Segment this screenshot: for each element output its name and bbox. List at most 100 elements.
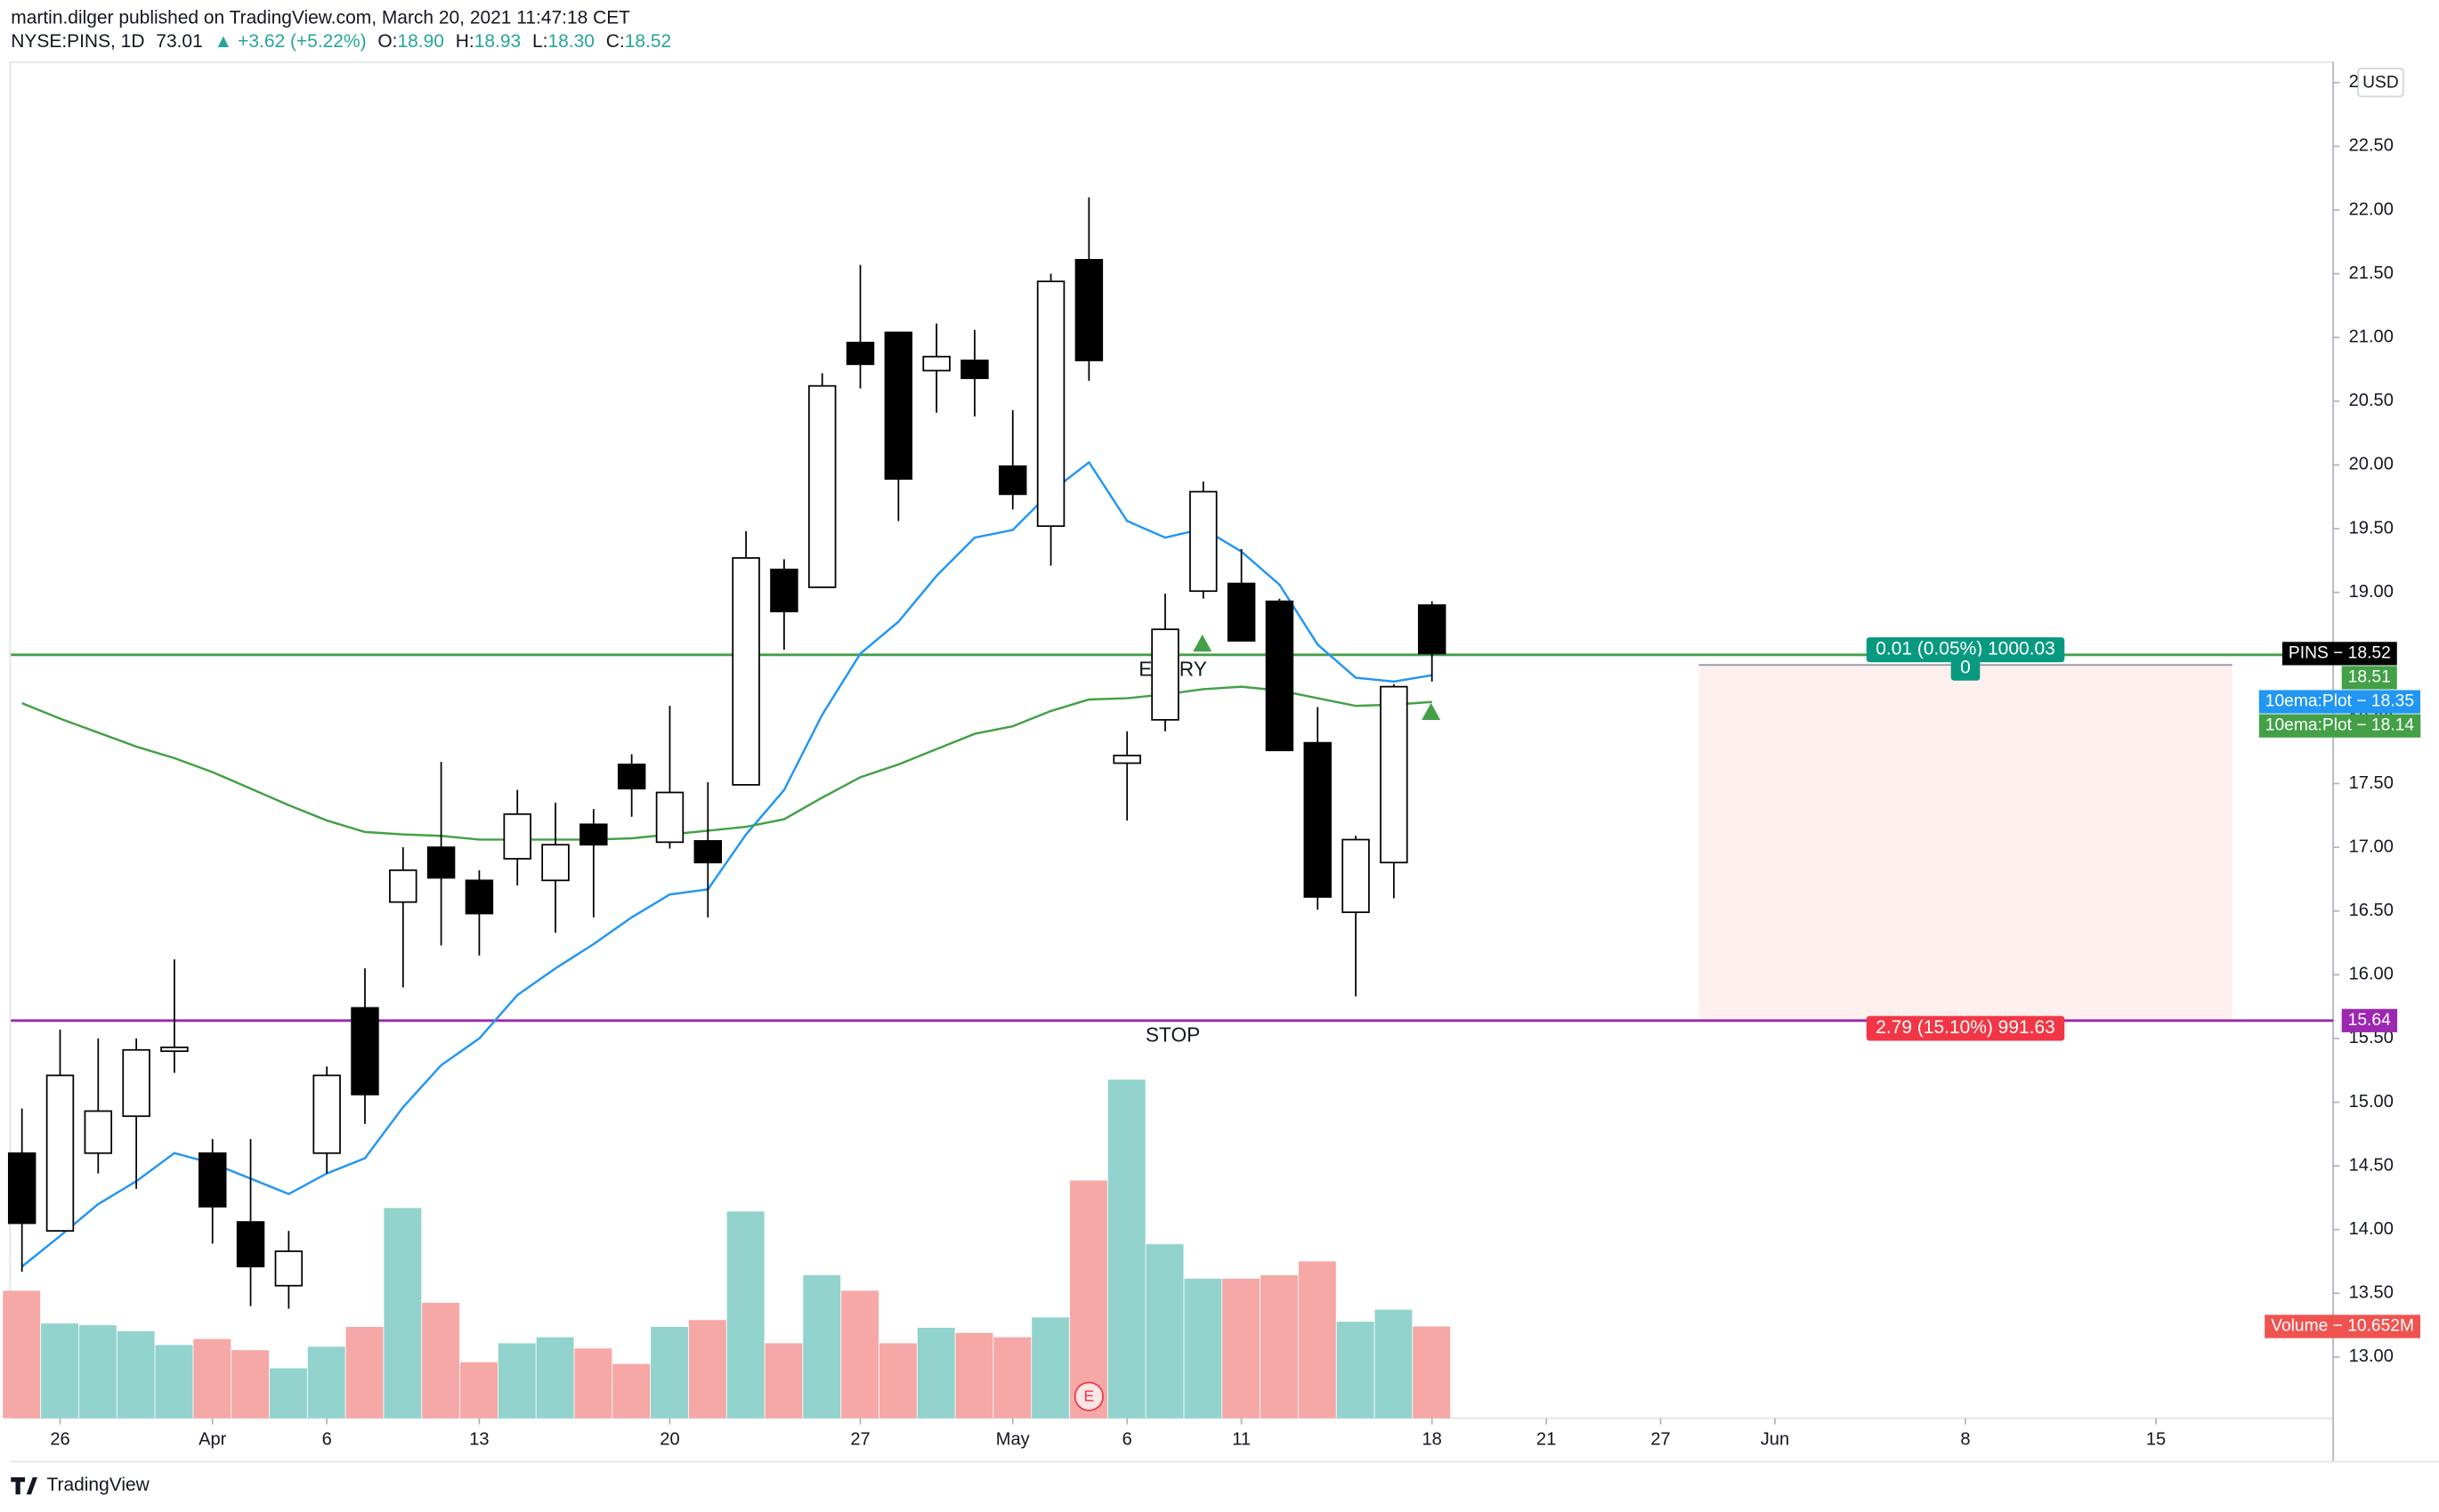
signal-triangle (1193, 634, 1212, 652)
price-tag: 10ema:Plot − 18.14 (2265, 716, 2415, 735)
y-tick-label: 2 (2349, 72, 2359, 92)
y-tick-label: 15.50 (2349, 1028, 2394, 1047)
earnings-circle (1074, 1381, 1104, 1411)
y-tick-label: 19.50 (2349, 518, 2394, 538)
price-tag-box (2341, 666, 2397, 690)
y-tick-label: 19.00 (2349, 582, 2394, 602)
volume-bar (345, 1327, 384, 1419)
x-tick-label: 18 (1422, 1429, 1442, 1449)
position-label-box (1866, 637, 2065, 663)
currency: USD (2362, 74, 2399, 93)
earnings-marker: E (1084, 1387, 1095, 1405)
line-label: STOP (1146, 1023, 1200, 1046)
price-tag-box (2265, 1314, 2420, 1338)
candle-body (389, 869, 417, 903)
volume-bar (78, 1325, 117, 1419)
candle-body (999, 465, 1027, 496)
volume-bar (574, 1348, 612, 1419)
volume-bar (1298, 1261, 1336, 1419)
candle-body (1151, 628, 1179, 721)
candle-body (732, 557, 760, 786)
price-tag: 18.51 (2348, 668, 2391, 687)
volume-bar (1222, 1278, 1260, 1419)
symbol: NYSE:PINS, 1D (11, 31, 144, 52)
candle-body (1113, 755, 1141, 764)
candle-body (84, 1110, 113, 1154)
candle-body (693, 840, 722, 864)
volume-bar (841, 1290, 879, 1419)
price-tag: PINS − 18.52 (2289, 643, 2391, 662)
price-tag: 10ema:Plot − 18.35 (2265, 692, 2414, 711)
volume-bar (917, 1327, 955, 1419)
candle-body (1417, 604, 1446, 655)
candle-body (1189, 490, 1218, 593)
position-label-box (1950, 655, 1981, 681)
candle-body (655, 791, 685, 844)
volume-bar (1184, 1278, 1222, 1419)
stop-zone (1698, 665, 2232, 1021)
volume-bar (422, 1302, 460, 1419)
candle-body (807, 384, 837, 588)
volume-bar (765, 1343, 803, 1419)
candle-body (274, 1250, 304, 1287)
x-tick-label: 21 (1536, 1429, 1556, 1449)
y-tick-label: 17.00 (2349, 837, 2394, 856)
candle-body (579, 823, 608, 846)
ohlc-value: 18.52 (625, 31, 671, 52)
volume-bar (993, 1337, 1032, 1419)
candle-body (199, 1152, 227, 1208)
volume-bar (536, 1337, 574, 1419)
candle-body (1227, 582, 1256, 642)
position-label-box (1866, 1015, 2065, 1041)
x-tick-label: 20 (660, 1429, 679, 1449)
volume-bar (1260, 1274, 1298, 1419)
x-tick-label: Jun (1761, 1429, 1789, 1449)
price-tag-box (2258, 690, 2420, 714)
x-tick-label: May (996, 1429, 1030, 1449)
volume-bar (498, 1343, 536, 1419)
y-tick-label: 14.50 (2349, 1155, 2394, 1175)
y-tick-label: 17.50 (2349, 773, 2394, 793)
candle-body (1265, 600, 1294, 752)
volume-bar (231, 1350, 270, 1419)
volume-bar (1336, 1322, 1374, 1419)
volume-bar (955, 1332, 993, 1419)
ohlc-value: 18.30 (547, 31, 594, 52)
position-label: 0.01 (0.05%) 1000.03 (1876, 639, 2055, 659)
volume-bar (269, 1368, 307, 1419)
volume-bar (3, 1290, 41, 1419)
x-tick-label: 8 (1960, 1429, 1970, 1449)
candle-body (617, 764, 646, 790)
candle-body (1380, 685, 1408, 864)
y-tick-label: 16.00 (2349, 965, 2394, 984)
signal-triangle (1422, 702, 1441, 721)
x-tick-label: Apr (199, 1429, 227, 1449)
y-tick-label: 16.50 (2349, 901, 2394, 920)
y-tick-label: 15.00 (2349, 1092, 2394, 1112)
price-tag-box (2281, 642, 2397, 666)
candle-body (541, 844, 570, 882)
candle-body (846, 342, 875, 366)
candle-body (922, 355, 951, 372)
volume-bar (651, 1327, 688, 1419)
price-tag-box (2341, 1008, 2398, 1032)
candle-body (1036, 280, 1066, 528)
volume-bar (1107, 1079, 1146, 1419)
candle-body (960, 360, 989, 379)
change: ▲ +3.62 (+5.22%) (215, 31, 367, 52)
y-tick-label: 21.00 (2349, 327, 2394, 347)
candle-body (236, 1221, 265, 1268)
ohlc-label: C: (606, 31, 625, 52)
y-tick-label: 21.50 (2349, 263, 2394, 283)
volume-bar (117, 1330, 155, 1419)
candle-body (7, 1152, 36, 1225)
price-tag: Volume − 10.652M (2271, 1317, 2414, 1336)
candle-body (1074, 258, 1104, 361)
y-tick-label: 22.50 (2349, 136, 2394, 156)
ema-line (21, 685, 1432, 841)
volume-bar (384, 1208, 422, 1419)
y-tick-label: 22.00 (2349, 199, 2394, 219)
volume-bar (155, 1345, 193, 1419)
volume-bar (1374, 1309, 1413, 1419)
